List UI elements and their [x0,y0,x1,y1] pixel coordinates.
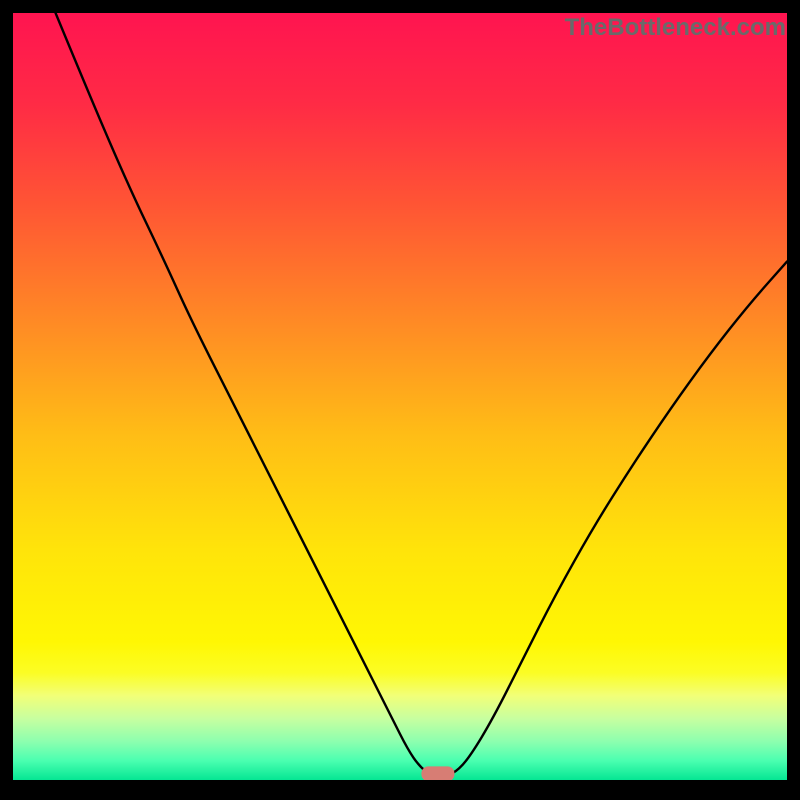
chart-container: TheBottleneck.com [0,0,800,800]
bottleneck-curve [56,13,787,776]
curve-layer [13,13,787,780]
optimum-marker [421,766,454,780]
watermark-text: TheBottleneck.com [565,14,786,42]
plot-area [13,13,787,780]
